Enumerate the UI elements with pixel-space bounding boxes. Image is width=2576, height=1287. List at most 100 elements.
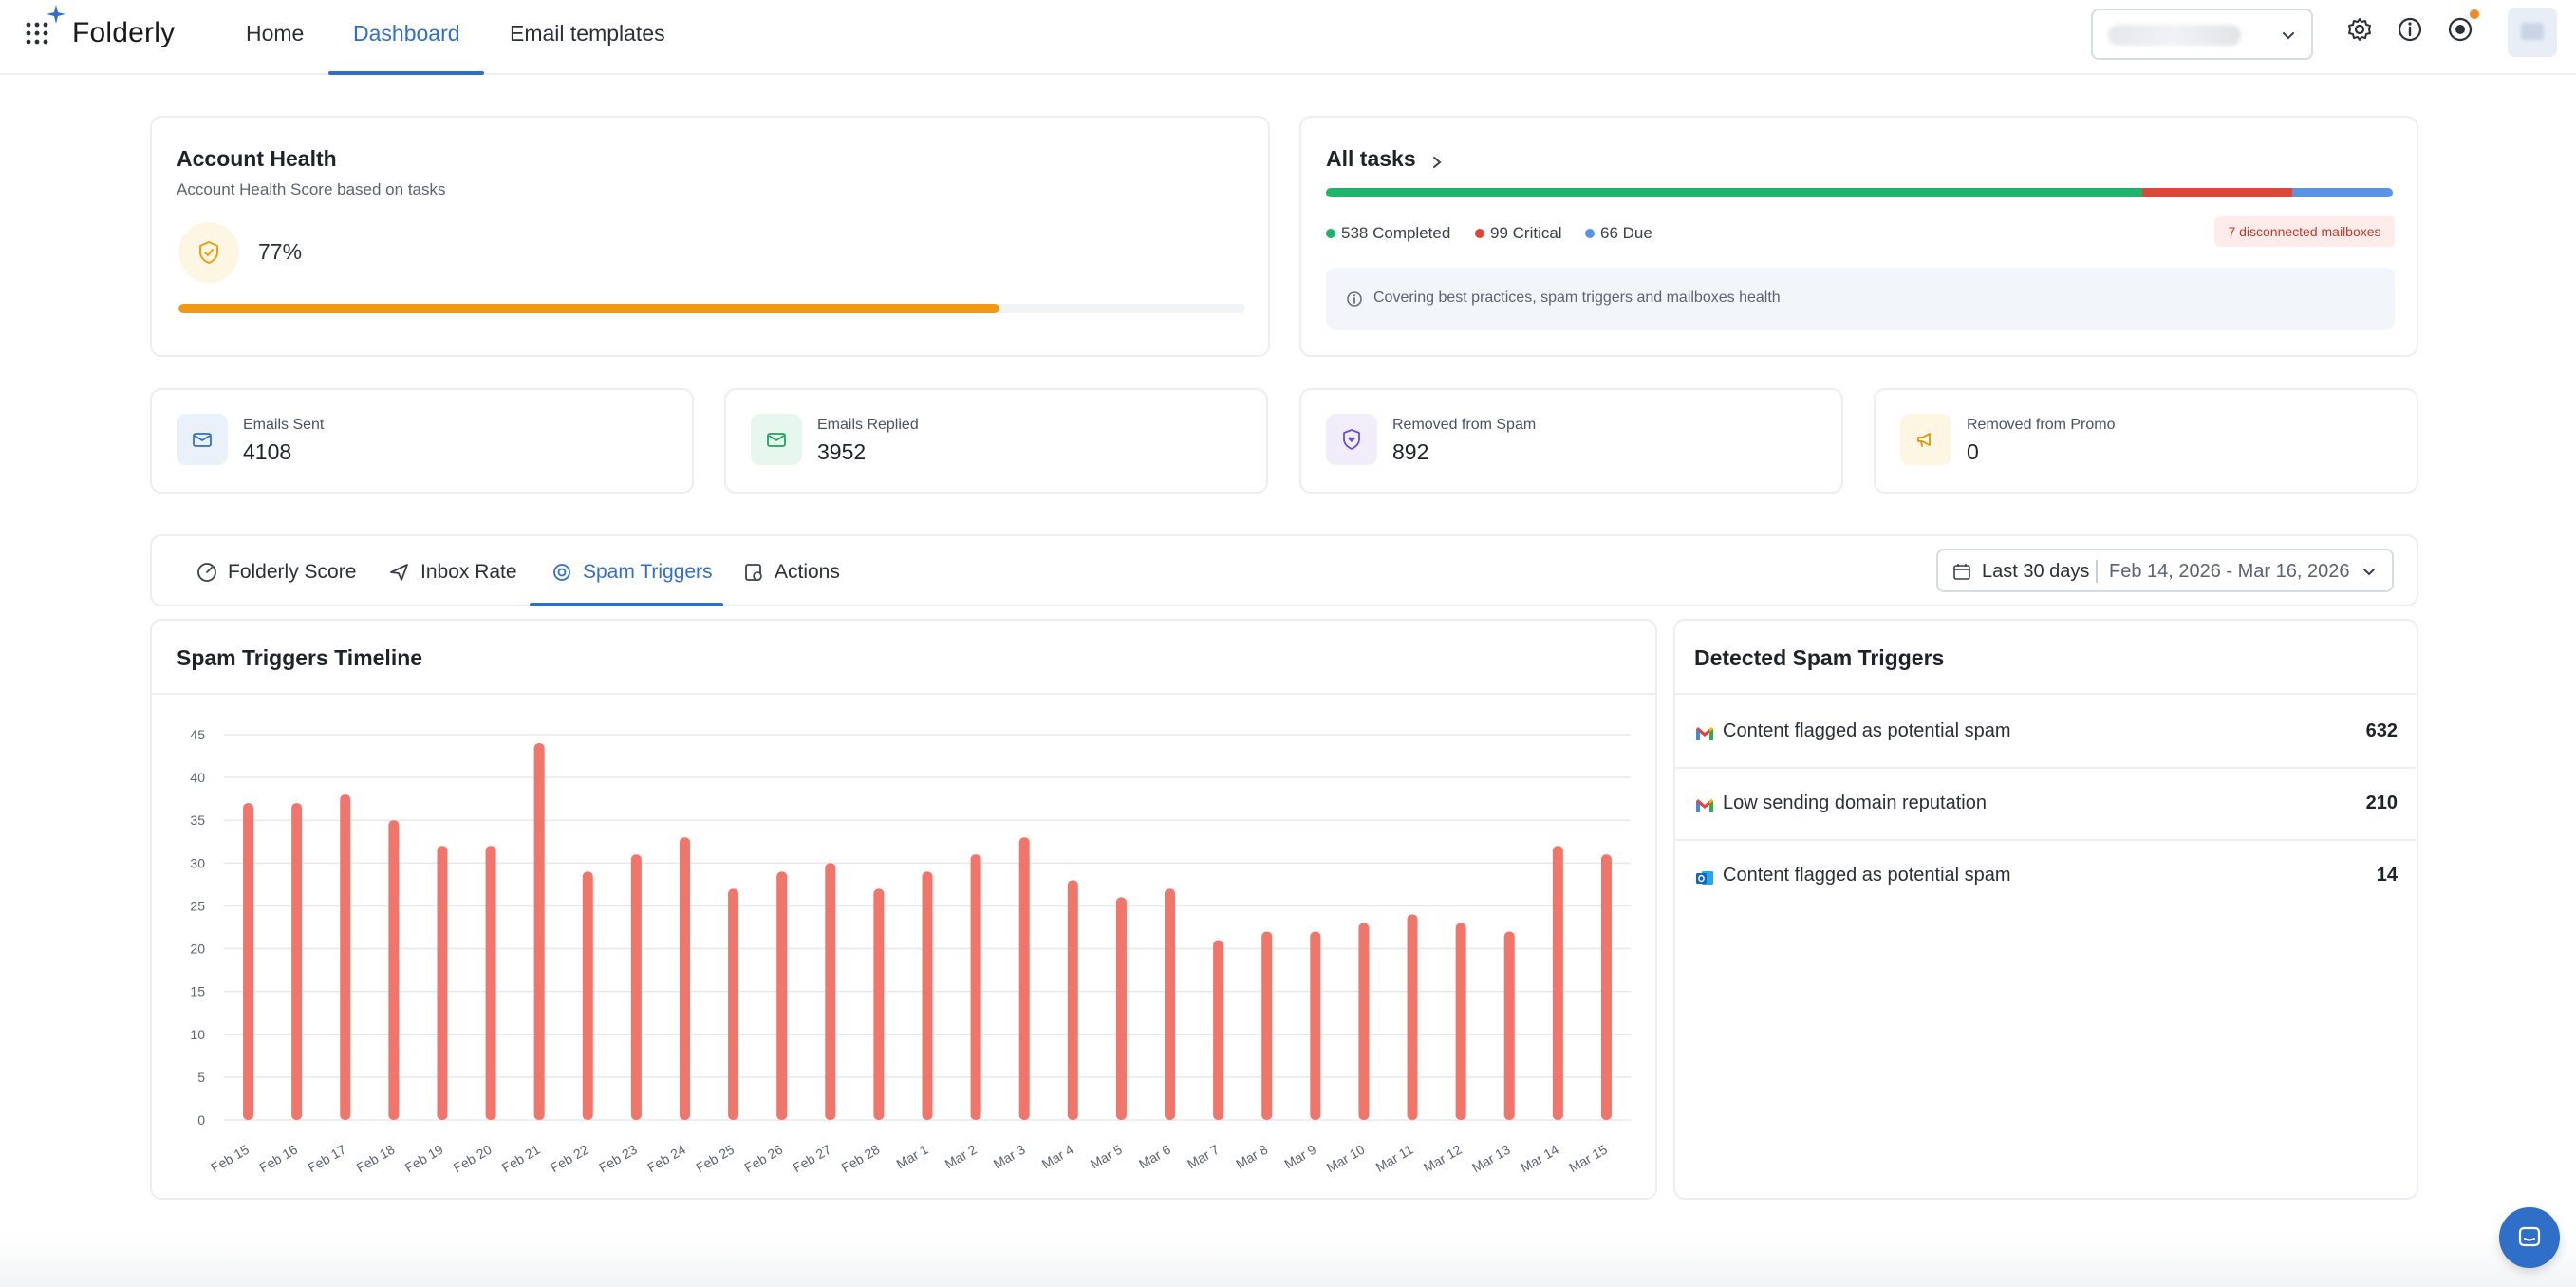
list-item[interactable]: Content flagged as potential spam 632 — [1675, 697, 2417, 769]
stat-label: Removed from Promo — [1967, 417, 2116, 433]
account-select[interactable] — [2091, 9, 2313, 60]
calendar-icon — [1953, 564, 1970, 580]
analytics-tabs-bar: Folderly Score Inbox Rate Spam Triggers … — [150, 534, 2418, 606]
stat-card-removed-promo: Removed from Promo 0 — [1874, 388, 2418, 494]
x-tick-label: Mar 8 — [1233, 1142, 1270, 1172]
bar — [582, 871, 593, 1120]
bar — [1600, 854, 1612, 1120]
top-navbar: Folderly Home Dashboard Email templates — [0, 0, 2576, 75]
shield-heart-icon — [1343, 429, 1360, 450]
target-icon — [553, 564, 570, 581]
bar — [340, 794, 351, 1120]
account-name-blurred — [2108, 25, 2241, 46]
account-health-title: Account Health — [177, 146, 337, 171]
app-logo[interactable]: Folderly — [72, 17, 176, 48]
stat-label: Emails Sent — [243, 417, 325, 433]
detected-title: Detected Spam Triggers — [1694, 645, 1945, 670]
megaphone-icon — [1917, 433, 1931, 447]
x-tick-label: Feb 26 — [741, 1142, 785, 1176]
account-health-card: Account Health Account Health Score base… — [150, 116, 1270, 357]
chevron-down-icon — [2283, 32, 2294, 40]
bar — [1358, 923, 1370, 1120]
bar — [437, 846, 448, 1120]
trigger-count: 632 — [2365, 720, 2398, 741]
x-tick-label: Feb 18 — [354, 1142, 398, 1176]
bar — [1310, 931, 1321, 1120]
bar — [922, 871, 933, 1120]
bar — [485, 846, 496, 1120]
tasks-info-text: Covering best practices, spam triggers a… — [1373, 289, 1781, 306]
info-icon[interactable] — [2396, 15, 2424, 44]
settings-gear-icon[interactable] — [2345, 15, 2374, 44]
y-tick-label: 30 — [190, 855, 205, 870]
list-item[interactable]: Low sending domain reputation 210 — [1675, 769, 2417, 841]
date-range-value: Feb 14, 2026 - Mar 16, 2026 — [2109, 561, 2350, 582]
bar — [825, 863, 836, 1120]
chevron-right-icon — [1433, 156, 1442, 168]
nav-tab-home[interactable]: Home — [246, 21, 305, 46]
avatar[interactable] — [2508, 8, 2557, 57]
stat-value: 4108 — [243, 439, 292, 464]
stat-icon-bg — [1326, 414, 1377, 465]
x-tick-label: Feb 20 — [451, 1142, 495, 1176]
stat-card-emails-sent: Emails Sent 4108 — [150, 388, 694, 494]
y-tick-label: 20 — [190, 942, 205, 957]
x-tick-label: Mar 6 — [1136, 1142, 1173, 1172]
x-tick-label: Mar 1 — [893, 1142, 930, 1172]
mail-reply-icon — [767, 433, 786, 447]
tab-spam-triggers[interactable]: Spam Triggers — [551, 555, 713, 589]
date-range-picker[interactable]: Last 30 days Feb 14, 2026 - Mar 16, 2026 — [1936, 549, 2394, 592]
tab-folderly-score[interactable]: Folderly Score — [196, 555, 356, 589]
nav-tab-dashboard[interactable]: Dashboard — [353, 21, 460, 46]
stat-value: 892 — [1392, 439, 1429, 464]
bar — [1503, 931, 1515, 1120]
segment-due — [2292, 188, 2393, 197]
account-health-subtitle: Account Health Score based on tasks — [177, 180, 446, 198]
due-dot — [1585, 229, 1595, 238]
x-tick-label: Feb 27 — [791, 1142, 834, 1176]
active-subtab-indicator — [530, 603, 723, 606]
gmail-icon — [1696, 727, 1713, 740]
y-tick-label: 5 — [197, 1070, 205, 1085]
trigger-count: 14 — [2376, 865, 2398, 886]
chat-icon — [2518, 1226, 2541, 1247]
tab-actions[interactable]: Actions — [742, 555, 840, 589]
bar — [1552, 846, 1563, 1120]
support-chat-button[interactable] — [2499, 1207, 2560, 1268]
bar — [776, 871, 788, 1120]
x-tick-label: Mar 14 — [1518, 1142, 1561, 1176]
x-tick-label: Mar 12 — [1421, 1142, 1465, 1176]
segment-completed — [1326, 188, 2143, 197]
y-tick-label: 25 — [190, 898, 205, 913]
tasks-distribution-bar — [1326, 188, 2393, 197]
apps-grid-icon[interactable] — [25, 21, 49, 46]
list-item[interactable]: Content flagged as potential spam 14 — [1675, 841, 2417, 913]
x-tick-label: Feb 24 — [644, 1142, 688, 1176]
legend-critical: 99 Critical — [1475, 224, 1562, 243]
bar — [970, 854, 981, 1120]
y-tick-label: 15 — [190, 984, 205, 999]
nav-tab-email-templates[interactable]: Email templates — [510, 21, 665, 46]
notification-dot — [2470, 9, 2479, 19]
stat-icon-bg — [1900, 414, 1951, 465]
y-tick-label: 0 — [197, 1112, 205, 1128]
bar — [388, 820, 400, 1120]
all-tasks-link[interactable]: All tasks — [1326, 146, 1445, 172]
detected-header: Detected Spam Triggers — [1675, 621, 2417, 695]
x-tick-label: Feb 22 — [548, 1142, 591, 1176]
gauge-icon — [197, 563, 216, 582]
x-tick-label: Mar 15 — [1566, 1142, 1610, 1176]
stat-icon-bg — [177, 414, 228, 465]
notifications-icon[interactable] — [2446, 15, 2474, 44]
disconnected-mailboxes-badge[interactable]: 7 disconnected mailboxes — [2214, 216, 2395, 247]
bar — [1213, 940, 1224, 1120]
page-bottom-fade — [0, 1234, 2576, 1287]
x-tick-label: Feb 21 — [499, 1142, 543, 1176]
all-tasks-title[interactable]: All tasks — [1326, 146, 1416, 171]
tab-inbox-rate[interactable]: Inbox Rate — [388, 555, 517, 589]
bar — [1165, 888, 1176, 1120]
x-tick-label: Mar 11 — [1373, 1142, 1416, 1175]
chart-header: Spam Triggers Timeline — [152, 621, 1655, 695]
x-tick-label: Feb 17 — [306, 1142, 349, 1176]
